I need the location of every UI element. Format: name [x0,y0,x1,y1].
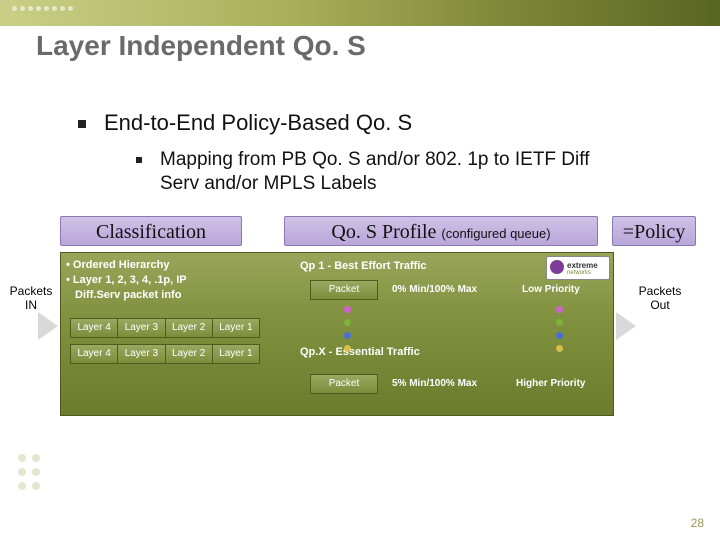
layer-cell: Layer 4 [70,344,118,364]
header-classification: Classification [60,216,242,246]
dot-column-left [344,306,351,352]
slide-title: Layer Independent Qo. S [36,30,366,62]
dot-column-right [556,306,563,352]
classification-line-b: • Layer 1, 2, 3, 4, .1p, IP [66,274,187,286]
dot-icon [344,306,351,313]
layer-row-2: Layer 4 Layer 3 Layer 2 Layer 1 [70,344,260,364]
bottom-decoration-dots [18,454,40,490]
logo-subtext: networks [567,270,591,276]
header-qos-profile: Qo. S Profile (configured queue) [284,216,598,246]
packet-box-2: Packet [310,374,378,394]
layer-cell: Layer 2 [166,318,213,338]
header-profile-main: Qo. S Profile [331,221,436,243]
layer-cell: Layer 3 [118,318,165,338]
dot-icon [556,319,563,326]
page-number: 28 [691,516,704,530]
classification-text: • Ordered Hierarchy • Layer 1, 2, 3, 4, … [66,258,238,303]
minmax-1: 0% Min/100% Max [392,284,477,295]
packets-in-label: Packets IN [8,284,54,312]
layer-cell: Layer 3 [118,344,165,364]
extreme-logo: extreme networks [546,256,610,280]
qp1-label: Qp 1 - Best Effort Traffic [300,260,427,272]
bullet-level1-text: End-to-End Policy-Based Qo. S [104,110,412,135]
dot-icon [556,306,563,313]
header-profile-sub: (configured queue) [441,226,550,241]
logo-text: extreme [567,261,598,270]
top-dot-row [12,6,73,11]
packet-box-1: Packet [310,280,378,300]
classification-line-a: • Ordered Hierarchy [66,259,170,271]
priority-high: Higher Priority [516,378,585,389]
layer-cell: Layer 4 [70,318,118,338]
arrow-in-icon [38,312,58,340]
dot-icon [344,345,351,352]
layer-cell: Layer 2 [166,344,213,364]
bullet-square-icon [136,157,142,163]
priority-low: Low Priority [522,284,580,295]
bullet-level1: End-to-End Policy-Based Qo. S [78,110,412,136]
minmax-2: 5% Min/100% Max [392,378,477,389]
dot-icon [344,319,351,326]
layer-cell: Layer 1 [213,344,260,364]
packets-out-label: Packets Out [630,284,690,312]
bullet-level2: Mapping from PB Qo. S and/or 802. 1p to … [136,148,656,196]
slide: Layer Independent Qo. S End-to-End Polic… [0,0,720,540]
layer-cell: Layer 1 [213,318,260,338]
bullet-square-icon [78,120,86,128]
top-gradient-band [0,0,720,26]
qpx-label: Qp.X - Essential Traffic [300,346,420,358]
classification-line-c: Diff.Serv packet info [72,289,181,301]
layer-row-1: Layer 4 Layer 3 Layer 2 Layer 1 [70,318,260,338]
dot-icon [344,332,351,339]
dot-icon [556,345,563,352]
bullet-level2-text: Mapping from PB Qo. S and/or 802. 1p to … [160,148,620,196]
dot-icon [556,332,563,339]
header-policy: =Policy [612,216,696,246]
arrow-out-icon [616,312,636,340]
